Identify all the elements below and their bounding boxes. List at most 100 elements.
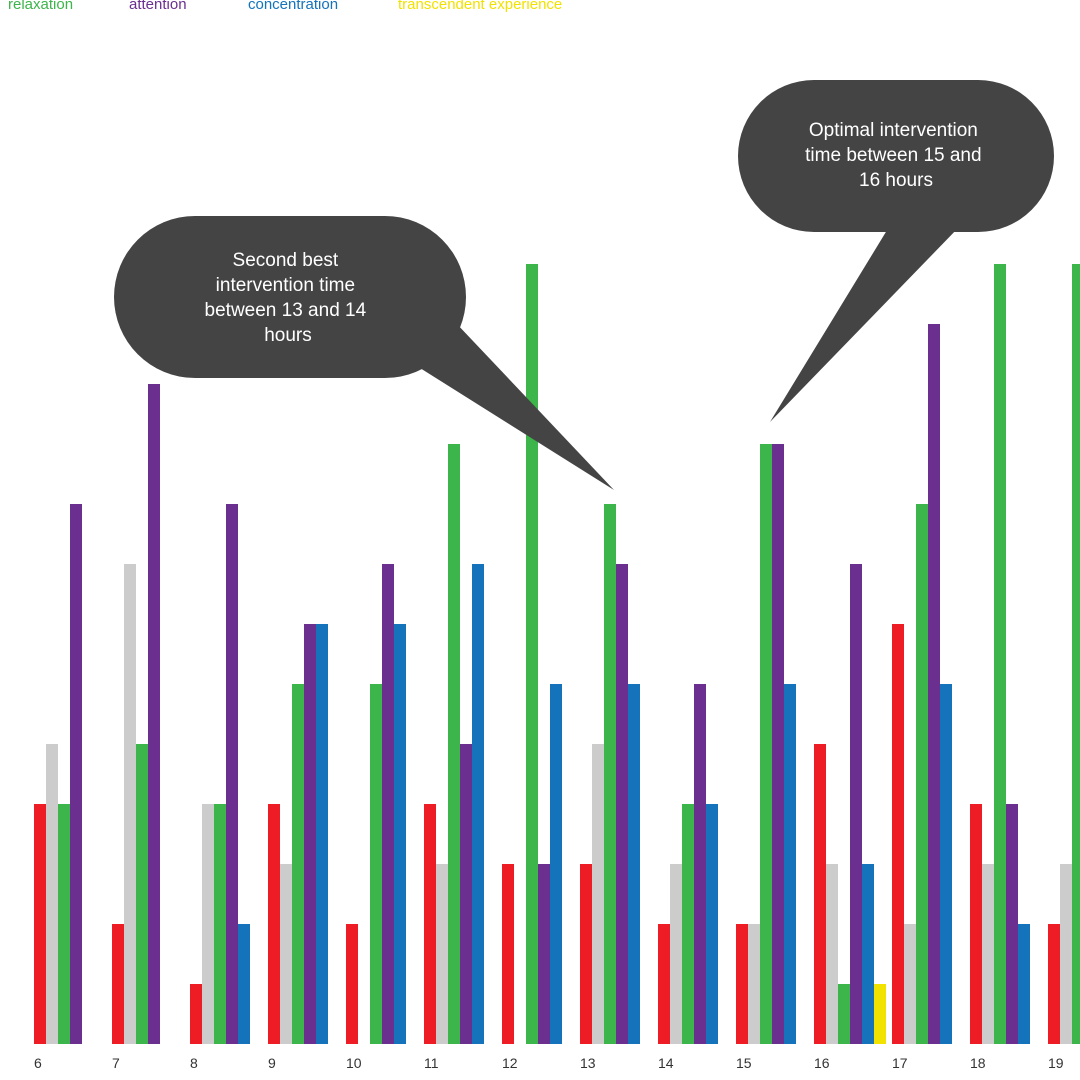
callout-second-best-pointer xyxy=(420,322,614,490)
callout-second-best-line: between 13 and 14 xyxy=(205,300,367,321)
bar-series-2-16 xyxy=(826,864,838,1044)
x-tick-label: 12 xyxy=(502,1055,518,1071)
bar-series-1-11 xyxy=(424,804,436,1044)
bar-concentration-10 xyxy=(394,624,406,1044)
bar-attention-7 xyxy=(148,384,160,1044)
x-tick-label: 17 xyxy=(892,1055,908,1071)
bar-relaxation-7 xyxy=(136,744,148,1044)
callout-optimal-pointer xyxy=(770,222,960,422)
bar-series-2-14 xyxy=(670,864,682,1044)
bars-group xyxy=(34,264,1080,1044)
legend-item-concentration: concentration xyxy=(248,0,339,13)
bar-attention-16 xyxy=(850,564,862,1044)
x-tick-label: 16 xyxy=(814,1055,830,1071)
x-tick-labels: 6 7 8 9 10 11 12 13 14 15 16 17 18 19 xyxy=(34,1055,1064,1071)
bar-series-1-9 xyxy=(268,804,280,1044)
callout-optimal-bubble xyxy=(738,80,1054,232)
x-tick-label: 19 xyxy=(1048,1055,1064,1071)
bar-series-2-11 xyxy=(436,864,448,1044)
bar-series-1-16 xyxy=(814,744,826,1044)
bar-concentration-17 xyxy=(940,684,952,1044)
x-tick-label: 14 xyxy=(658,1055,674,1071)
bar-transcendent-experience-16 xyxy=(874,984,886,1044)
bar-attention-17 xyxy=(928,324,940,1044)
bar-concentration-16 xyxy=(862,864,874,1044)
callout-second-best-line: intervention time xyxy=(216,275,355,296)
legend-item-relaxation: relaxation xyxy=(8,0,74,13)
callout-second-best-bubble xyxy=(114,216,466,378)
bar-attention-18 xyxy=(1006,804,1018,1044)
bar-series-2-9 xyxy=(280,864,292,1044)
bar-series-2-18 xyxy=(982,864,994,1044)
x-tick-label: 15 xyxy=(736,1055,752,1071)
bar-relaxation-15 xyxy=(760,444,772,1044)
bar-relaxation-8 xyxy=(214,804,226,1044)
bar-series-1-7 xyxy=(112,924,124,1044)
bar-series-2-13 xyxy=(592,744,604,1044)
bar-series-1-15 xyxy=(736,924,748,1044)
bar-attention-11 xyxy=(460,744,472,1044)
bar-relaxation-19 xyxy=(1072,264,1080,1044)
bar-series-1-6 xyxy=(34,804,46,1044)
callout-second-best-line: hours xyxy=(264,325,312,346)
bar-series-1-8 xyxy=(190,984,202,1044)
bar-relaxation-10 xyxy=(370,684,382,1044)
bar-concentration-11 xyxy=(472,564,484,1044)
bar-series-1-14 xyxy=(658,924,670,1044)
bar-concentration-18 xyxy=(1018,924,1030,1044)
callout-second-best-line: Second best xyxy=(233,250,339,271)
bar-relaxation-14 xyxy=(682,804,694,1044)
bar-series-2-6 xyxy=(46,744,58,1044)
x-tick-label: 13 xyxy=(580,1055,596,1071)
callout-optimal-line: 16 hours xyxy=(859,170,933,191)
bar-concentration-9 xyxy=(316,624,328,1044)
bar-relaxation-6 xyxy=(58,804,70,1044)
bar-concentration-12 xyxy=(550,684,562,1044)
bar-attention-10 xyxy=(382,564,394,1044)
bar-relaxation-9 xyxy=(292,684,304,1044)
bar-series-1-18 xyxy=(970,804,982,1044)
callout-optimal-line: time between 15 and xyxy=(805,145,981,166)
x-tick-label: 11 xyxy=(424,1055,439,1071)
legend: relaxation attention concentration trans… xyxy=(0,0,1080,16)
bar-series-2-8 xyxy=(202,804,214,1044)
bar-relaxation-18 xyxy=(994,264,1006,1044)
bar-relaxation-11 xyxy=(448,444,460,1044)
bar-series-1-19 xyxy=(1048,924,1060,1044)
callout-optimal-line: Optimal intervention xyxy=(809,120,978,141)
bar-attention-14 xyxy=(694,684,706,1044)
legend-item-attention: attention xyxy=(129,0,187,13)
x-tick-label: 9 xyxy=(268,1055,276,1071)
x-tick-label: 7 xyxy=(112,1055,120,1071)
bar-concentration-8 xyxy=(238,924,250,1044)
bar-series-1-12 xyxy=(502,864,514,1044)
x-tick-label: 8 xyxy=(190,1055,198,1071)
callout-optimal: Optimal intervention time between 15 and… xyxy=(738,80,1054,422)
bar-series-1-17 xyxy=(892,624,904,1044)
bar-relaxation-17 xyxy=(916,504,928,1044)
bar-series-2-19 xyxy=(1060,864,1072,1044)
bar-relaxation-12 xyxy=(526,264,538,1044)
bar-series-2-15 xyxy=(748,924,760,1044)
bar-series-2-7 xyxy=(124,564,136,1044)
bar-attention-15 xyxy=(772,444,784,1044)
bar-concentration-14 xyxy=(706,804,718,1044)
bar-attention-13 xyxy=(616,564,628,1044)
bar-attention-9 xyxy=(304,624,316,1044)
callout-second-best-text: Second best intervention time between 13… xyxy=(205,250,372,346)
legend-item-transcendent-experience: transcendent experience xyxy=(398,0,563,13)
bar-concentration-15 xyxy=(784,684,796,1044)
x-tick-label: 18 xyxy=(970,1055,986,1071)
x-tick-label: 10 xyxy=(346,1055,362,1071)
bar-attention-12 xyxy=(538,864,550,1044)
bar-attention-6 xyxy=(70,504,82,1044)
bar-attention-8 xyxy=(226,504,238,1044)
bar-series-1-13 xyxy=(580,864,592,1044)
callout-second-best: Second best intervention time between 13… xyxy=(114,216,614,490)
bar-concentration-13 xyxy=(628,684,640,1044)
callout-optimal-text: Optimal intervention time between 15 and… xyxy=(805,120,987,191)
bar-relaxation-13 xyxy=(604,504,616,1044)
x-tick-label: 6 xyxy=(34,1055,42,1071)
